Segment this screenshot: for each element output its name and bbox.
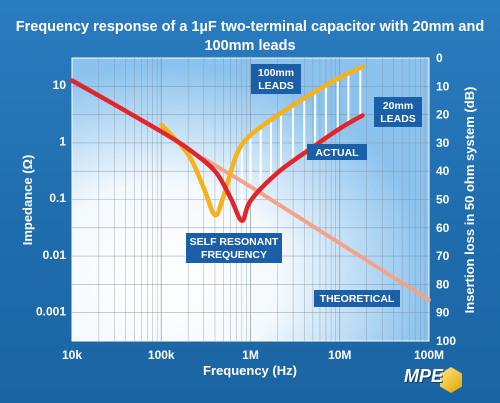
series-line-theoretical [201, 156, 431, 302]
y-tick-label: 1 [59, 135, 66, 149]
series-line-100mm-leads [159, 64, 365, 218]
label-theoretical: THEORETICAL [314, 290, 400, 307]
y2-tick-label: 30 [436, 136, 450, 150]
y2-tick-label: 70 [436, 249, 450, 263]
y2-axis-label: Insertion loss in 50 ohm system (dB) [462, 87, 477, 314]
logo-hexagon [440, 367, 462, 393]
y2-tick-label: 40 [436, 164, 450, 178]
y2-tick-label: 60 [436, 221, 450, 235]
x-tick-label: 10k [62, 348, 82, 362]
y2-tick-label: 50 [436, 193, 450, 207]
label-100mm-line2: LEADS [258, 80, 294, 92]
y2-tick-label: 80 [436, 277, 450, 291]
label-actual: ACTUAL [307, 144, 367, 160]
y-tick-label: 0.001 [36, 304, 66, 318]
mpe-logo: MPE [404, 366, 462, 394]
label-srf-line1: SELF RESONANT [190, 236, 279, 248]
y2-tick-label: 0 [436, 51, 443, 65]
label-20mm-line1: 20mm [383, 100, 413, 112]
label-20mm-line2: LEADS [380, 113, 416, 125]
x-tick-label: 100k [148, 348, 175, 362]
x-tick-label: 100M [414, 348, 444, 362]
y2-tick-label: 10 [436, 79, 450, 93]
label-theoretical-text: THEORETICAL [320, 293, 395, 305]
tick-labels: 10k 100k 1M 10M 100M 10 1 0.1 0.01 0.001 0 10 20 30 40… [36, 51, 456, 362]
x-tick-label: 1M [242, 348, 259, 362]
label-srf-line2: FREQUENCY [201, 249, 267, 261]
x-axis-label: Frequency (Hz) [203, 363, 297, 378]
label-actual-text: ACTUAL [315, 147, 359, 159]
label-100mm-line1: 100mm [258, 67, 294, 79]
label-100mm-leads: 100mm LEADS [251, 64, 301, 94]
logo-text: MPE [404, 366, 444, 386]
y-tick-label: 10 [53, 78, 67, 92]
y-tick-label: 0.1 [49, 191, 66, 205]
label-20mm-leads: 20mm LEADS [374, 97, 422, 127]
y2-tick-label: 90 [436, 306, 450, 320]
difference-hatching [240, 67, 362, 221]
chart-title: Frequency response of a 1µF two-terminal… [15, 19, 485, 54]
x-tick-label: 10M [328, 348, 351, 362]
y-tick-label: 0.01 [43, 248, 67, 262]
label-self-resonant: SELF RESONANT FREQUENCY [186, 233, 282, 263]
y2-tick-label: 100 [436, 334, 456, 348]
y-axis-label: Impedance (Ω) [20, 155, 35, 246]
y2-tick-label: 20 [436, 108, 450, 122]
